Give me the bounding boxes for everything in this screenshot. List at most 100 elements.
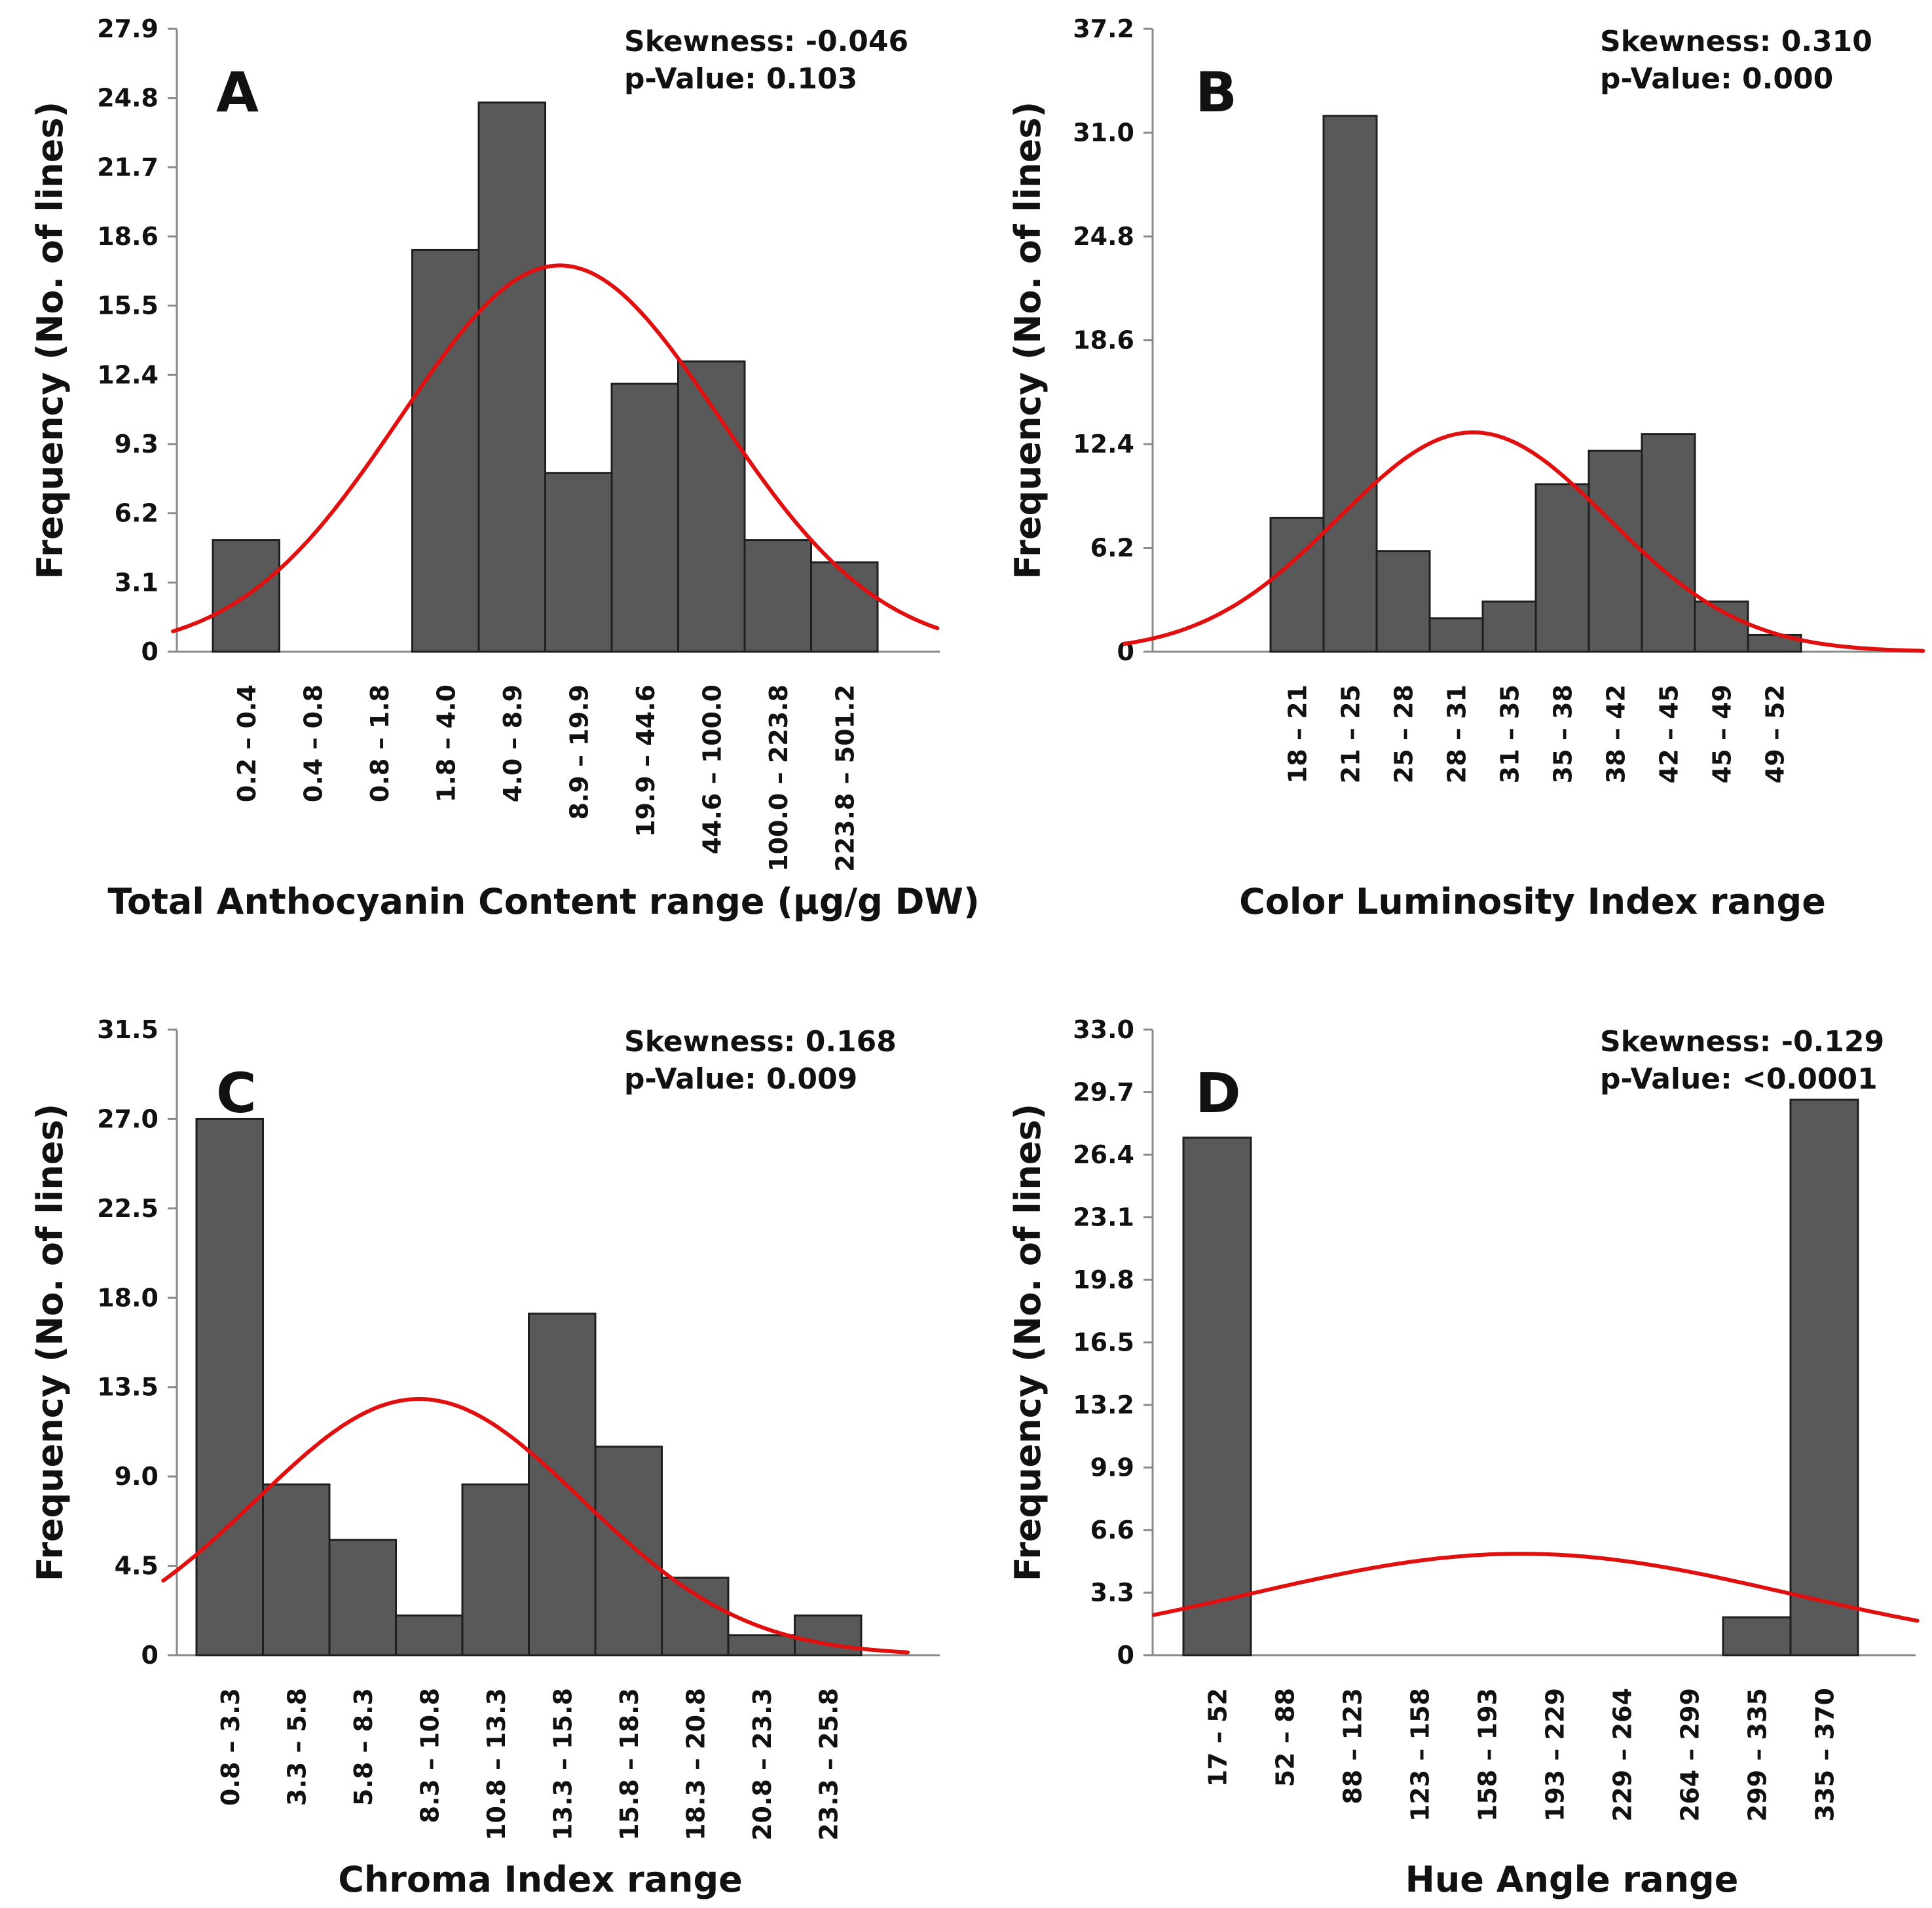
x-category-label: 0.8 – 3.3 — [216, 1688, 245, 1806]
bar-b-5 — [1481, 600, 1537, 653]
y-tick-label: 3.3 — [1090, 1579, 1134, 1607]
y-tick-label: 3.1 — [115, 568, 158, 597]
y-tick-label: 18.6 — [1073, 326, 1134, 355]
x-category-label: 45 – 49 — [1708, 684, 1737, 783]
y-tick-label: 13.5 — [97, 1373, 158, 1402]
x-category-label: 17 – 52 — [1204, 1688, 1233, 1787]
y-tick-label: 31.0 — [1073, 119, 1134, 147]
normal-fit-curve — [1151, 1552, 1920, 1623]
x-category-label: 0.8 – 1.8 — [365, 684, 394, 802]
p-value-label: p-Value: 0.009 — [624, 1062, 857, 1096]
x-category-label: 38 – 42 — [1602, 684, 1631, 783]
y-tick-label: 27.0 — [97, 1104, 158, 1133]
x-category-label: 52 – 88 — [1271, 1688, 1300, 1787]
x-axis-title: Hue Angle range — [1405, 1859, 1739, 1900]
x-category-label: 229 – 264 — [1608, 1688, 1637, 1822]
y-tick-label: 6.2 — [1090, 534, 1134, 563]
y-tick-label: 4.5 — [115, 1552, 158, 1581]
bar-a-5 — [477, 101, 546, 653]
x-category-label: 100.0 – 223.8 — [764, 684, 793, 872]
x-category-label: 5.8 – 8.3 — [349, 1688, 378, 1806]
panel-a: 0 3.1 6.2 9.3 12.4 15.5 18.6 21.7 24.8 27.9 0.2 – … — [29, 14, 980, 922]
y-tick-label: 12.4 — [1073, 430, 1134, 458]
normal-fit-curve — [161, 1396, 910, 1655]
normal-fit-curve — [1123, 430, 1925, 653]
x-category-label: 15.8 – 18.3 — [615, 1688, 644, 1841]
y-tick-label: 27.9 — [97, 14, 158, 43]
y-tick-label: 6.6 — [1090, 1516, 1134, 1544]
x-category-label: 25 – 28 — [1390, 684, 1419, 783]
x-category-label: 3.3 – 5.8 — [282, 1688, 311, 1806]
x-category-label: 299 – 335 — [1743, 1688, 1772, 1822]
bar-c-9 — [727, 1634, 796, 1656]
bar-c-1 — [195, 1117, 264, 1656]
bar-d-10 — [1789, 1098, 1859, 1656]
y-tick-label: 0 — [141, 637, 158, 666]
x-category-label: 223.8 – 501.2 — [830, 684, 859, 872]
y-tick-label: 13.2 — [1073, 1391, 1134, 1419]
bar-d-1 — [1182, 1136, 1252, 1656]
bar-c-6 — [528, 1313, 597, 1656]
y-tick-label: 18.6 — [97, 222, 158, 251]
bar-a-7 — [610, 383, 679, 653]
bar-b-8 — [1641, 433, 1696, 653]
normal-fit-curve — [171, 263, 940, 633]
x-category-label: 31 – 35 — [1496, 684, 1525, 783]
y-tick-label: 12.4 — [97, 360, 158, 389]
x-axis-title: Chroma Index range — [338, 1859, 743, 1900]
panel-letter: C — [216, 1061, 257, 1125]
x-category-label: 1.8 – 4.0 — [432, 684, 460, 802]
y-tick-label: 9.0 — [115, 1462, 158, 1491]
y-axis-title: Frequency (No. of lines) — [29, 1104, 71, 1581]
y-tick-label: 19.8 — [1073, 1265, 1134, 1294]
x-category-label: 20.8 – 23.3 — [748, 1688, 777, 1841]
bar-a-4 — [411, 248, 480, 653]
bar-c-4 — [395, 1614, 464, 1656]
y-tick-label: 33.0 — [1073, 1015, 1134, 1044]
panel-b: 06.212.418.624.831.037.218 – 21 21 – 25 25… — [1007, 14, 1925, 922]
x-category-label: 42 – 45 — [1655, 684, 1684, 783]
y-tick-label: 0 — [141, 1641, 158, 1670]
y-axis-title: Frequency (No. of lines) — [29, 102, 71, 579]
x-category-label: 49 – 52 — [1761, 684, 1790, 783]
skewness-label: Skewness: 0.168 — [624, 1025, 897, 1058]
panel-c: 0 4.5 9.0 13.5 18.0 22.5 27.0 31.5 0.8 – 3.3 3.3 … — [29, 1015, 940, 1900]
x-category-label: 4.0 – 8.9 — [498, 684, 527, 802]
skewness-label: Skewness: -0.129 — [1600, 1025, 1884, 1058]
x-category-label: 0.4 – 0.8 — [299, 684, 327, 802]
x-category-label: 18 – 21 — [1284, 684, 1312, 783]
bar-d-9 — [1722, 1616, 1792, 1656]
bar-c-2 — [262, 1483, 331, 1656]
x-category-label: 35 – 38 — [1549, 684, 1578, 783]
y-tick-label: 21.7 — [97, 153, 158, 181]
x-category-label: 264 – 299 — [1676, 1688, 1705, 1822]
y-tick-label: 31.5 — [97, 1015, 158, 1044]
x-category-label: 21 – 25 — [1337, 684, 1365, 783]
x-category-label: 88 – 123 — [1339, 1688, 1367, 1805]
y-tick-label: 9.3 — [115, 430, 158, 458]
y-tick-label: 6.2 — [115, 499, 158, 528]
skewness-label: Skewness: 0.310 — [1600, 25, 1872, 58]
bar-a-8 — [677, 360, 746, 653]
x-category-label: 18.3 – 20.8 — [681, 1688, 710, 1841]
x-category-label: 19.9 – 44.6 — [631, 684, 660, 837]
bar-a-6 — [544, 472, 613, 653]
skewness-label: Skewness: -0.046 — [624, 25, 908, 58]
bar-a-10 — [810, 561, 879, 653]
x-category-label: 158 – 193 — [1474, 1688, 1502, 1822]
y-tick-label: 29.7 — [1073, 1078, 1134, 1107]
p-value-label: p-Value: <0.0001 — [1600, 1062, 1878, 1096]
bar-b-3 — [1375, 550, 1431, 653]
panel-letter: A — [216, 60, 259, 124]
y-tick-label: 23.1 — [1073, 1203, 1134, 1232]
bar-c-5 — [461, 1483, 530, 1656]
panel-d: 0 3.3 6.6 9.9 13.2 16.5 19.8 23.1 26.4 29.7 33.0 17… — [1007, 1015, 1920, 1900]
y-tick-label: 0 — [1117, 1641, 1134, 1670]
y-tick-label: 24.8 — [97, 84, 158, 113]
x-category-label: 123 – 158 — [1406, 1688, 1435, 1822]
p-value-label: p-Value: 0.000 — [1600, 62, 1833, 96]
y-tick-label: 22.5 — [97, 1194, 158, 1223]
bar-a-9 — [743, 539, 812, 653]
bar-c-3 — [328, 1539, 397, 1656]
